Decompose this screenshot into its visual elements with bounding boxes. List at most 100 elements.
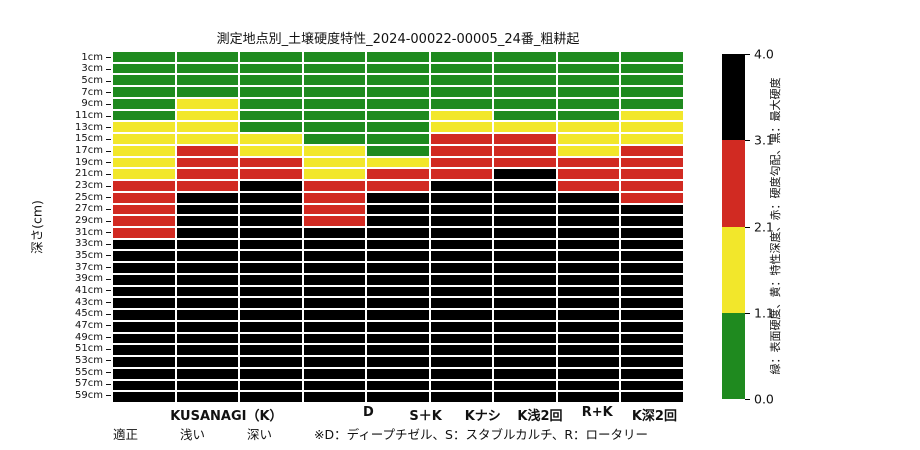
heatmap-cell [113,110,175,121]
heatmap-cell [176,169,239,180]
y-tick-label: 17cm [55,145,111,157]
heatmap-cell [240,286,302,297]
heatmap-cell [176,216,239,226]
heatmap-cell [557,380,620,391]
heatmap-cell [367,345,429,356]
heatmap-cell [430,110,493,121]
heatmap-cell [621,263,683,273]
heatmap-cell [430,251,493,262]
heatmap-cell [303,286,366,297]
heatmap-cell [557,263,620,273]
heatmap-cell [176,204,239,215]
y-tick-label: 19cm [55,157,111,169]
x-tick-label: R+K [581,405,613,420]
heatmap-cell [240,298,302,309]
colorbar-tick-mark [745,140,750,142]
y-tick-label: 31cm [55,227,111,239]
y-tick-mark [106,103,111,105]
heatmap-cell [621,392,683,402]
heatmap-cell [430,274,493,285]
heatmap-cell [557,368,620,379]
heatmap-cell [621,192,683,203]
y-tick-label: 49cm [55,332,111,344]
y-tick-label: 5cm [55,75,111,87]
heatmap-cell [240,75,302,86]
heatmap-cell [113,181,175,191]
heatmap-cell [176,98,239,109]
y-tick-mark [106,360,111,362]
colorbar-segment [722,140,745,227]
footnote-row: 適正 浅い 深い ※D：ディープチゼル、S：スタブルカルチ、R：ロータリー [113,424,648,443]
heatmap-cell [494,310,556,320]
heatmap-cell [303,110,366,121]
colorbar-tick-label: 2.1 [754,219,774,234]
colorbar-segment [722,312,745,399]
heatmap-cell [176,110,239,121]
heatmap-cell [557,169,620,180]
heatmap-cell [176,145,239,156]
heatmap-cell [367,63,429,74]
heatmap-cell [303,75,366,86]
heatmap-cell [494,216,556,226]
heatmap-cell [367,110,429,121]
heatmap-cell [303,368,366,379]
heatmap-cell [303,122,366,133]
heatmap-cell [621,63,683,74]
heatmap-cell [240,169,302,180]
heatmap-cell [303,298,366,309]
heatmap-cell [430,122,493,133]
heatmap-cell [494,169,556,180]
heatmap-cell [367,310,429,320]
heatmap-cell [303,204,366,215]
heatmap-cell [176,63,239,74]
x-tick-label: KUSANAGI（K） [170,409,283,424]
y-tick-label: 9cm [55,99,111,111]
heatmap-cell [367,239,429,250]
y-tick-mark [106,220,111,222]
heatmap-cell [494,380,556,391]
heatmap-cell [303,251,366,262]
y-tick-label: 45cm [55,308,111,320]
colorbar [722,54,745,399]
heatmap-cell [113,122,175,133]
legend-item-asai: 浅い [180,427,206,442]
heatmap-cell [430,157,493,168]
y-tick-mark [106,267,111,269]
heatmap-cell [303,192,366,203]
y-tick-mark [106,208,111,210]
heatmap-cell [430,392,493,402]
y-tick-mark [106,232,111,234]
heatmap-cell [303,357,366,367]
colorbar-label: 緑：表面硬度、黄：特性深度、赤：硬度勾配、黒：最大硬度 [769,77,782,375]
heatmap-cell [367,216,429,226]
heatmap-cell [621,298,683,309]
heatmap-cell [176,239,239,250]
x-tick-label [113,405,170,424]
heatmap-cell [367,169,429,180]
heatmap-cell [240,204,302,215]
heatmap-cell [176,263,239,273]
heatmap-cell [303,228,366,238]
colorbar-tick-label: 1.1 [754,305,774,321]
heatmap-cell [430,298,493,309]
colorbar-tick-mark [745,399,750,400]
heatmap-cell [494,134,556,144]
heatmap-cell [176,310,239,320]
heatmap-cell [113,239,175,250]
heatmap-cell [557,345,620,356]
y-tick-label: 53cm [55,355,111,367]
heatmap-cell [176,286,239,297]
colorbar-tick-label: 0.0 [754,391,774,407]
heatmap-cell [113,368,175,379]
heatmap-cell [367,122,429,133]
y-tick-mark [106,395,111,397]
heatmap-cell [113,228,175,238]
heatmap-cell [113,216,175,226]
heatmap-cell [240,345,302,356]
footnote-note: ※D：ディープチゼル、S：スタブルカルチ、R：ロータリー [314,427,649,442]
heatmap-cell [430,204,493,215]
heatmap-cell [621,333,683,344]
heatmap-cell [494,298,556,309]
heatmap-cell [303,63,366,74]
heatmap-cell [621,286,683,297]
